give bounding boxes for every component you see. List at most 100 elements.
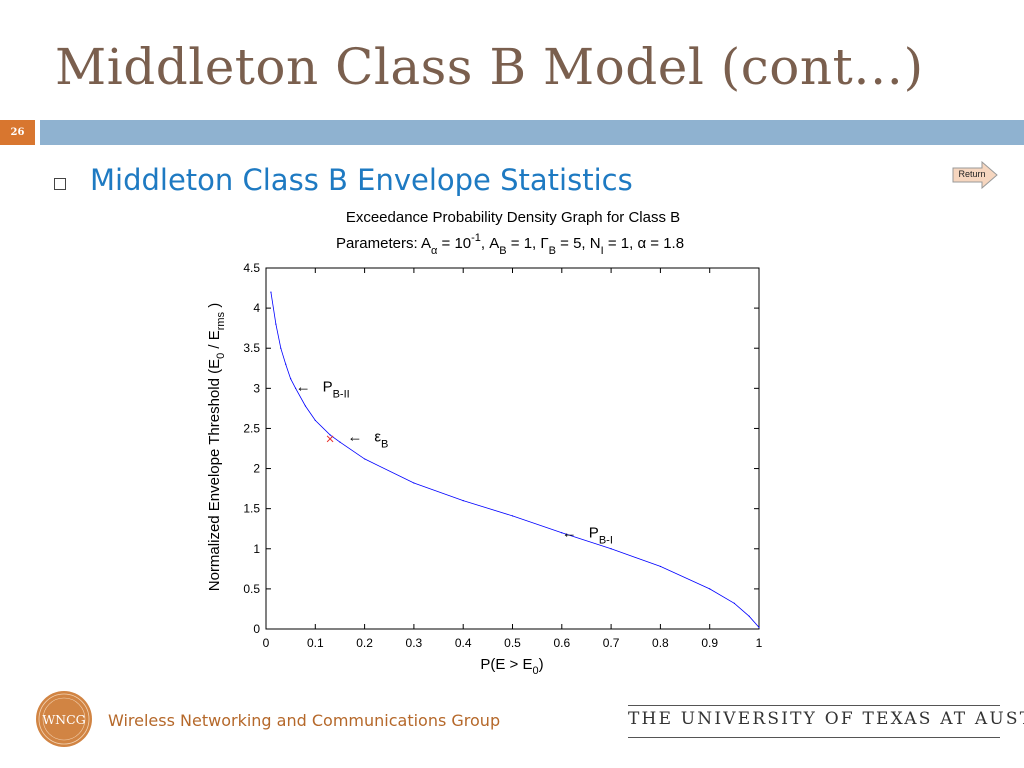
univ-rule-bottom bbox=[628, 737, 1000, 738]
data-point bbox=[748, 615, 750, 617]
annotation-main: P bbox=[323, 379, 333, 396]
annotation-main: ε bbox=[374, 428, 381, 445]
x-tick-label: 0.7 bbox=[603, 636, 620, 650]
params-sub-i: I bbox=[601, 245, 604, 257]
plot-area bbox=[265, 267, 760, 630]
wncg-logo: WNCG bbox=[35, 690, 93, 753]
x-tick-label: 0.5 bbox=[504, 636, 521, 650]
data-point bbox=[294, 387, 297, 389]
y-tick-label: 2.5 bbox=[243, 421, 260, 435]
data-point bbox=[733, 602, 735, 604]
chart-title: Exceedance Probability Density Graph for… bbox=[346, 209, 680, 226]
params-end: = 1.8 bbox=[646, 235, 684, 252]
annotation-sub: B bbox=[381, 438, 388, 450]
annotation-main: P bbox=[589, 525, 599, 542]
university-name: THE UNIVERSITY OF TEXAS AT AUSTIN bbox=[628, 709, 1024, 729]
ylabel-end: ) bbox=[206, 303, 223, 312]
slide-number: 26 bbox=[0, 120, 35, 145]
params-mid3: = 5, N bbox=[556, 235, 601, 252]
y-tick-label: 1.5 bbox=[243, 502, 260, 516]
y-tick-label: 3 bbox=[253, 381, 260, 395]
data-point bbox=[270, 291, 272, 293]
y-axis: 0 0.5 1 1.5 2 2.5 3 3.5 4 4.5 bbox=[243, 261, 759, 636]
x-axis-label: P(E > E0) bbox=[480, 656, 543, 677]
annotation-sub: B-I bbox=[599, 535, 613, 547]
slide-title: Middleton Class B Model (cont…) bbox=[55, 38, 924, 96]
bullet-heading: Middleton Class B Envelope Statistics bbox=[90, 163, 633, 197]
data-point bbox=[329, 434, 331, 436]
data-point bbox=[561, 532, 563, 534]
data-point bbox=[709, 588, 711, 590]
annotation-arrow: ← bbox=[562, 525, 577, 542]
data-point bbox=[339, 441, 341, 443]
data-point bbox=[511, 515, 514, 517]
group-name: Wireless Networking and Communications G… bbox=[108, 711, 501, 730]
y-tick-label: 1 bbox=[253, 542, 260, 556]
chart-parameters: Parameters: Aα = 10-1, AB = 1, ΓB = 5, N… bbox=[336, 232, 684, 257]
data-point bbox=[413, 482, 415, 484]
params-exp: -1 bbox=[471, 232, 481, 244]
params-sub-b1: B bbox=[499, 245, 506, 257]
data-point bbox=[462, 500, 464, 502]
x-tick-label: 0.8 bbox=[652, 636, 669, 650]
ylabel-sub0: 0 bbox=[215, 353, 227, 359]
x-tick-label: 0 bbox=[263, 636, 270, 650]
return-button[interactable]: Return bbox=[952, 161, 998, 189]
annotation-label: ← PB-II bbox=[296, 379, 350, 401]
return-arrow-icon bbox=[952, 161, 998, 189]
xlabel-end: ) bbox=[539, 656, 544, 673]
bullet-square-icon bbox=[54, 178, 66, 190]
x-tick-label: 0.6 bbox=[553, 636, 570, 650]
params-mid2: = 1, bbox=[507, 235, 541, 252]
x-tick-label: 0.1 bbox=[307, 636, 324, 650]
x-tick-label: 0.2 bbox=[356, 636, 373, 650]
y-tick-label: 4.5 bbox=[243, 261, 260, 275]
y-tick-label: 0 bbox=[253, 622, 260, 636]
params-prefix: Parameters: A bbox=[336, 235, 431, 252]
epsilon-b-marker bbox=[326, 435, 334, 443]
xlabel-main: P(E > E bbox=[480, 656, 532, 673]
y-tick-label: 0.5 bbox=[243, 582, 260, 596]
y-tick-label: 2 bbox=[253, 462, 260, 476]
return-label: Return bbox=[958, 169, 986, 179]
y-tick-label: 3.5 bbox=[243, 341, 260, 355]
params-alpha: α bbox=[637, 235, 646, 252]
params-sub-alpha: α bbox=[431, 245, 438, 257]
data-point bbox=[659, 565, 662, 568]
x-axis: 0 0.1 0.2 0.3 0.4 0.5 0.6 0.7 0.8 0.9 1 bbox=[263, 268, 763, 650]
annotation-arrow: ← bbox=[296, 379, 311, 396]
title-accent-bar bbox=[40, 120, 1024, 145]
data-point bbox=[285, 363, 287, 365]
annotation-label: ← PB-I bbox=[562, 525, 613, 547]
ylabel-sub-rms: rms bbox=[215, 311, 227, 330]
params-sub-b2: B bbox=[549, 245, 556, 257]
x-tick-label: 0.4 bbox=[455, 636, 472, 650]
series-layer bbox=[270, 291, 760, 628]
data-point bbox=[304, 405, 307, 407]
xlabel-sub: 0 bbox=[532, 665, 538, 677]
params-mid4: = 1, bbox=[604, 235, 638, 252]
annotation-label: ← εB bbox=[347, 428, 388, 450]
ylabel-main: Normalized Envelope Threshold (E bbox=[206, 359, 223, 591]
data-point bbox=[364, 458, 366, 460]
data-point bbox=[290, 378, 292, 380]
data-point bbox=[610, 548, 612, 550]
data-point bbox=[280, 347, 282, 349]
params-eq1: = 10 bbox=[437, 235, 471, 252]
ylabel-mid: / E bbox=[206, 330, 223, 353]
logo-text: WNCG bbox=[42, 712, 85, 727]
y-tick-label: 4 bbox=[253, 301, 260, 315]
data-point bbox=[314, 419, 316, 422]
data-point bbox=[275, 323, 277, 325]
x-tick-label: 1 bbox=[756, 636, 763, 650]
y-axis-label: Normalized Envelope Threshold (E0 / Erms… bbox=[206, 303, 227, 591]
annotation-layer: ← PB-II← εB← PB-I bbox=[296, 379, 613, 547]
params-gamma: Γ bbox=[540, 235, 548, 252]
univ-rule-top bbox=[628, 705, 1000, 706]
x-tick-label: 0.3 bbox=[406, 636, 423, 650]
params-mid1: , A bbox=[481, 235, 499, 252]
data-point bbox=[758, 626, 760, 628]
series-line bbox=[270, 292, 760, 628]
annotation-sub: B-II bbox=[333, 389, 350, 401]
